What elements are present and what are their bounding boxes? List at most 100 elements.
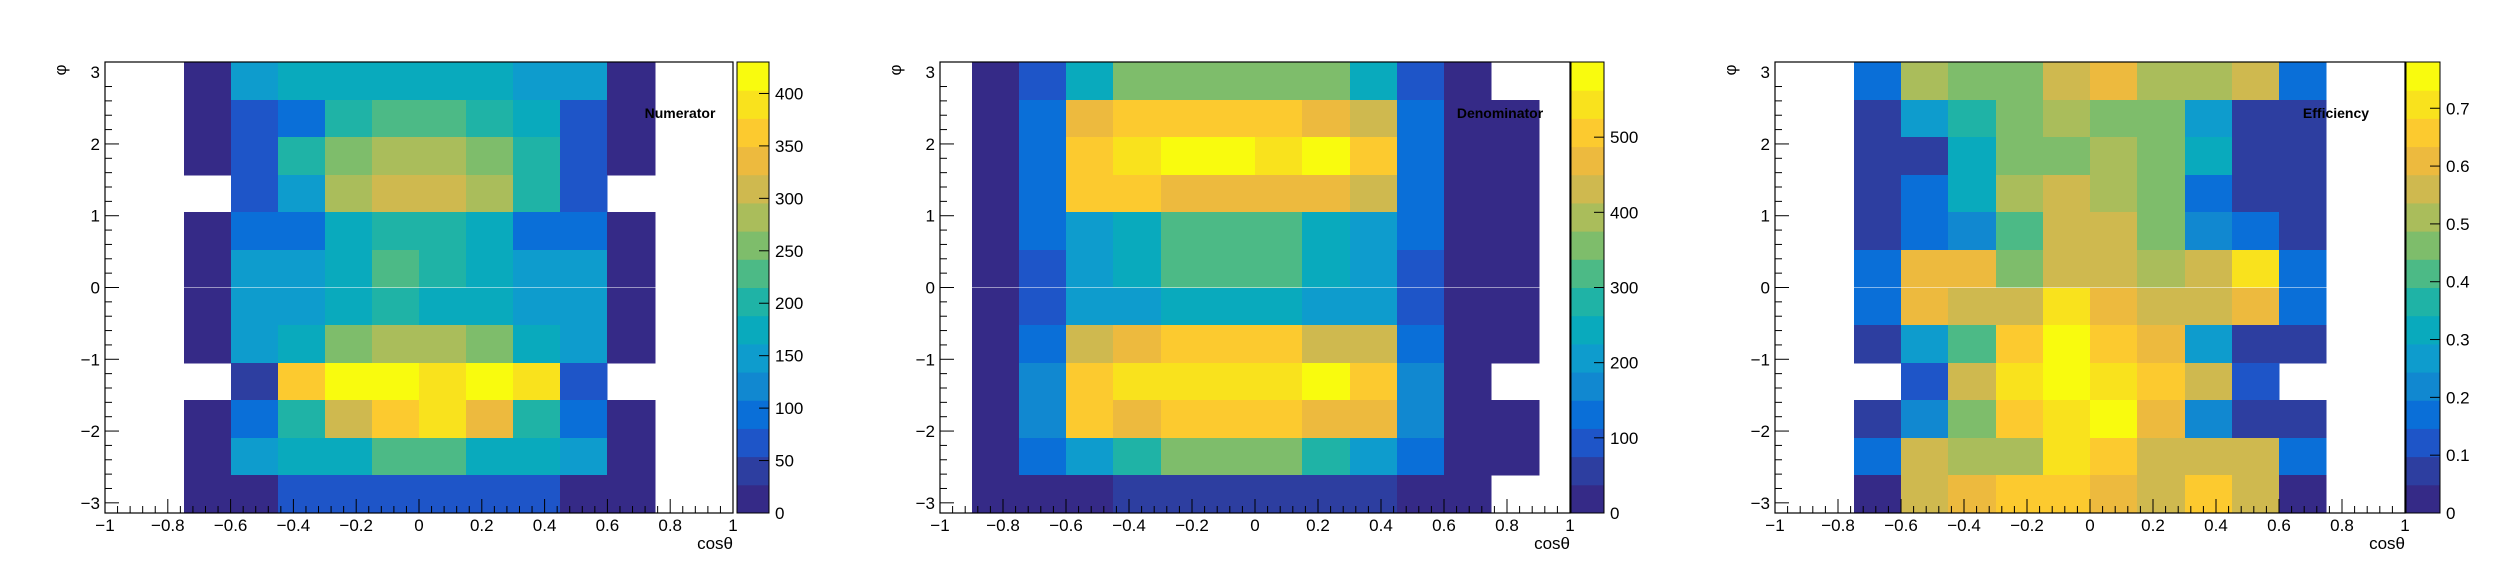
heatmap-cell	[1161, 100, 1209, 138]
color-bar-tick-label: 400	[775, 84, 803, 103]
y-tick-label: −1	[1751, 350, 1770, 369]
color-bar-segment	[2406, 372, 2440, 401]
heatmap-cell	[2185, 137, 2233, 176]
color-bar-tick-label: 0.7	[2446, 99, 2470, 118]
heatmap-cell	[325, 363, 373, 401]
x-tick-label: 0.4	[2204, 516, 2228, 535]
heatmap-cell	[1854, 438, 1902, 476]
heatmap-cell	[560, 175, 608, 213]
heatmap-cell	[2043, 400, 2091, 439]
heatmap-cell	[2043, 137, 2091, 176]
x-tick-label: 0.4	[533, 516, 557, 535]
heatmap-cell	[1996, 475, 2044, 514]
heatmap-cell	[607, 400, 656, 439]
color-bar-segment	[1571, 231, 1604, 260]
heatmap-cell	[513, 62, 561, 101]
heatmap-cell	[1161, 250, 1209, 288]
heatmap-cell	[1444, 100, 1492, 138]
color-bar-tick-label: 150	[775, 347, 803, 366]
heatmap-cell	[278, 363, 326, 401]
color-bar-segment	[1571, 259, 1604, 288]
heatmap-cell	[607, 100, 656, 138]
heatmap-cell	[419, 325, 467, 364]
heatmap-cell	[2090, 475, 2138, 514]
color-bar-segment	[2406, 484, 2440, 514]
y-tick-label: −2	[916, 422, 935, 441]
heatmap-cell	[2185, 175, 2233, 213]
heatmap-cell	[513, 475, 561, 514]
heatmap-cell	[560, 363, 608, 401]
color-bar-frame	[2405, 61, 2441, 514]
heatmap-cell	[1113, 363, 1162, 401]
y-axis-title: φ	[1721, 64, 1740, 75]
heatmap-cell	[1397, 62, 1445, 101]
heatmap-cell	[1302, 212, 1351, 251]
color-bar-segment	[2406, 400, 2440, 429]
heatmap-cell	[1113, 288, 1162, 326]
x-tick-label: 1	[1565, 516, 1574, 535]
heatmap-cell	[1397, 137, 1445, 176]
heatmap-cell	[2090, 288, 2138, 326]
color-bar-tick-label: 0.5	[2446, 215, 2470, 234]
heatmap-cell	[2043, 250, 2091, 288]
heatmap-cell	[2090, 438, 2138, 476]
heatmap-cell	[1208, 363, 1256, 401]
heatmap-cell	[419, 100, 467, 138]
heatmap-cell	[1255, 175, 1303, 213]
heatmap-cell	[231, 288, 279, 326]
heatmap-cell	[1208, 212, 1256, 251]
heatmap-cell	[1019, 250, 1067, 288]
color-bar-segment	[2406, 231, 2440, 260]
heatmap-cell	[466, 212, 514, 251]
heatmap-cell	[278, 475, 326, 514]
heatmap-cell	[1901, 212, 1949, 251]
x-tick-label: −0.2	[2010, 516, 2044, 535]
heatmap-cell	[184, 62, 232, 101]
color-bar-tick-label: 300	[1610, 279, 1638, 298]
heatmap-cell	[1444, 475, 1492, 514]
heatmap-cell	[1854, 137, 1902, 176]
color-bar-segment	[1571, 484, 1604, 514]
heatmap-cell	[2232, 250, 2280, 288]
heatmap-cell	[1255, 363, 1303, 401]
heatmap-cell	[1019, 363, 1067, 401]
heatmap-cell	[231, 325, 279, 364]
color-bar-segment	[737, 202, 769, 232]
heatmap-cell	[1397, 288, 1445, 326]
color-bar-segment	[2406, 343, 2440, 373]
heatmap-cell	[560, 288, 608, 326]
heatmap-cell	[372, 288, 420, 326]
x-tick-label: 0.6	[1432, 516, 1456, 535]
heatmap-cell	[1444, 212, 1492, 251]
heatmap-cell	[1302, 288, 1351, 326]
heatmap-cell	[1350, 212, 1398, 251]
x-tick-label: 1	[728, 516, 737, 535]
y-tick-label: 3	[91, 63, 100, 82]
heatmap-cell	[2279, 100, 2327, 138]
heatmap-cell	[1066, 288, 1114, 326]
heatmap-cell	[1996, 250, 2044, 288]
heatmap-cell	[372, 137, 420, 176]
heatmap-cell	[2090, 100, 2138, 138]
heatmap-cell	[419, 475, 467, 514]
x-tick-label: −0.4	[277, 516, 311, 535]
color-bar-segment	[2406, 146, 2440, 176]
heatmap-cell	[1996, 175, 2044, 213]
heatmap-cell	[372, 438, 420, 476]
x-tick-label: −1	[930, 516, 949, 535]
heatmap-cell	[1444, 137, 1492, 176]
heatmap-cell	[419, 250, 467, 288]
heatmap-cell	[1901, 438, 1949, 476]
heatmap-cell	[1066, 250, 1114, 288]
heatmap-cell	[325, 250, 373, 288]
color-bar-segment	[2406, 202, 2440, 232]
heatmap-cell	[1444, 62, 1492, 101]
heatmap-cell	[1901, 325, 1949, 364]
heatmap-cell	[231, 400, 279, 439]
heatmap-cell	[2185, 400, 2233, 439]
heatmap-cell	[972, 250, 1020, 288]
heatmap-cell	[607, 62, 656, 101]
heatmap-cell	[1854, 400, 1902, 439]
heatmap-cell	[1996, 100, 2044, 138]
heatmap-cell	[1350, 325, 1398, 364]
